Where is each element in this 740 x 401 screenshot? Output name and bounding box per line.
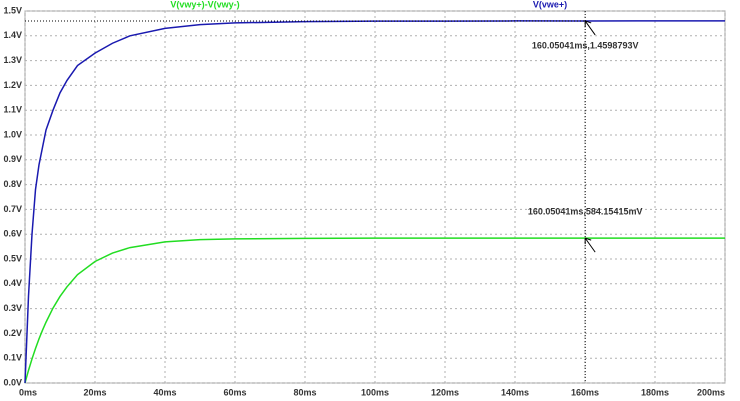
annotation-arrow (584, 237, 596, 253)
x-tick-label: 40ms (153, 387, 176, 397)
y-tick-label: 0.2V (3, 328, 22, 338)
y-tick-label: 0.0V (3, 377, 22, 387)
y-tick-label: 0.6V (3, 229, 22, 239)
y-tick-label: 0.1V (3, 353, 22, 363)
legend-label: V(vwy+)-V(vwy-) (170, 0, 239, 9)
annotation: 160.05041ms,1.4598793V (532, 40, 639, 50)
y-tick-label: 0.7V (3, 204, 22, 214)
y-tick-label: 0.8V (3, 179, 22, 189)
y-tick-label: 0.3V (3, 303, 22, 313)
y-tick-label: 1.5V (3, 5, 22, 15)
x-tick-label: 120ms (431, 387, 459, 397)
x-tick-label: 160ms (571, 387, 599, 397)
annotation-arrow (584, 20, 596, 36)
x-tick-label: 20ms (83, 387, 106, 397)
y-tick-label: 1.0V (3, 129, 22, 139)
y-tick-label: 0.9V (3, 154, 22, 164)
x-tick-label: 100ms (361, 387, 389, 397)
x-tick-label: 60ms (223, 387, 246, 397)
x-tick-label: 0ms (19, 387, 37, 397)
series-line (24, 20, 725, 384)
y-tick-label: 1.2V (3, 80, 22, 90)
x-tick-label: 80ms (293, 387, 316, 397)
x-tick-label: 200ms (697, 387, 725, 397)
y-tick-label: 1.4V (3, 30, 22, 40)
y-tick-label: 1.1V (3, 105, 22, 115)
x-tick-label: 180ms (641, 387, 669, 397)
annotation: 160.05041ms,584.15415mV (528, 207, 643, 217)
y-tick-label: 0.5V (3, 253, 22, 263)
y-tick-label: 0.4V (3, 278, 22, 288)
y-tick-label: 1.3V (3, 55, 22, 65)
x-tick-label: 140ms (501, 387, 529, 397)
series-line (24, 237, 725, 384)
legend-label: V(vwe+) (533, 0, 567, 9)
